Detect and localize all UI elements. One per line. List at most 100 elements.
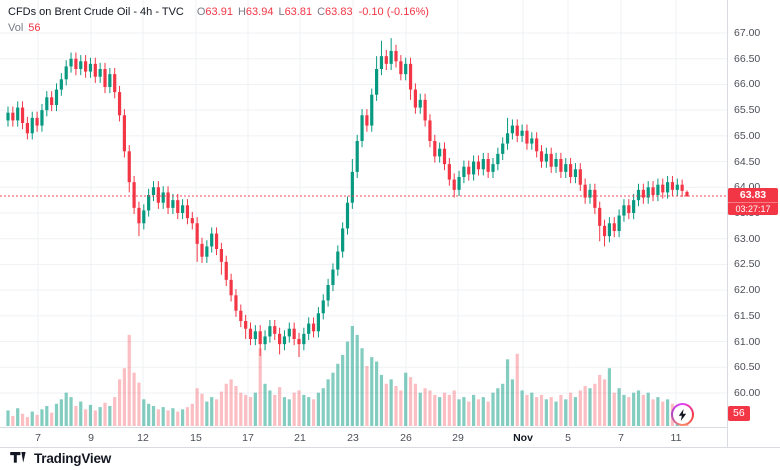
- symbol-title[interactable]: CFDs on Brent Crude Oil - 4h - TVC: [8, 6, 184, 18]
- time-tick-label: 23: [347, 432, 359, 444]
- candle-body: [278, 333, 282, 345]
- candle-body: [142, 210, 146, 224]
- quick-trade-button[interactable]: [671, 403, 694, 426]
- volume-bar: [549, 397, 553, 426]
- volume-bar: [59, 399, 63, 426]
- volume-bar: [641, 394, 645, 426]
- candle-body: [229, 279, 233, 296]
- price-axis[interactable]: 67.0066.5066.0065.5065.0064.5064.0063.50…: [727, 0, 780, 447]
- candle-body: [530, 138, 534, 144]
- candle-body: [632, 200, 636, 213]
- volume-bar: [433, 394, 437, 426]
- last-price-value: 63.83: [739, 189, 767, 201]
- volume-bar: [11, 416, 15, 426]
- candle-body: [316, 313, 320, 332]
- volume-bar: [195, 388, 199, 426]
- candle-body: [559, 159, 563, 172]
- volume-bar: [239, 392, 243, 426]
- candlestick-chart[interactable]: [0, 0, 727, 447]
- volume-bar: [147, 403, 151, 426]
- candle-body: [569, 164, 573, 177]
- volume-bar: [530, 392, 534, 426]
- price-tick-label: 67.00: [734, 27, 761, 39]
- volume-bar: [302, 394, 306, 426]
- time-tick-label: 7: [35, 432, 41, 444]
- candle-body: [418, 99, 422, 108]
- last-price-badge: 63.83 03:27:17: [728, 188, 778, 215]
- candle-body: [40, 110, 44, 126]
- volume-bar: [142, 399, 146, 426]
- volume-bar: [457, 399, 461, 426]
- price-tick-label: 62.50: [734, 258, 761, 271]
- candle-body: [525, 130, 529, 144]
- volume-bar: [171, 408, 175, 426]
- candle-body: [122, 115, 126, 152]
- candle-body: [30, 117, 34, 134]
- price-tick-label: 66.00: [734, 78, 761, 91]
- candle-body: [190, 218, 194, 224]
- price-tick-label: 61.00: [734, 335, 761, 348]
- candle-body: [651, 187, 655, 195]
- volume-bar: [84, 409, 88, 426]
- candle-body: [462, 166, 466, 177]
- volume-bar: [622, 394, 626, 426]
- time-axis[interactable]: 7 9 12 15 17 21 23 26 29 Nov 5 7 11: [0, 427, 727, 448]
- volume-bar: [472, 394, 476, 426]
- candle-body: [636, 189, 641, 201]
- volume-bar: [617, 388, 621, 426]
- volume-bar: [404, 372, 408, 426]
- candle-body: [137, 207, 141, 224]
- candle-body: [617, 215, 621, 231]
- candle-body: [93, 63, 97, 77]
- candle-body: [447, 164, 451, 180]
- tradingview-logo-icon: [10, 452, 26, 463]
- candle-body: [113, 74, 117, 93]
- candle-body: [214, 233, 219, 249]
- candle-body: [350, 171, 354, 203]
- volume-bar: [6, 410, 10, 426]
- candle-body: [210, 233, 214, 247]
- volume-bar: [515, 353, 519, 426]
- volume-value: 56: [28, 22, 41, 34]
- volume-bar: [122, 368, 126, 426]
- volume-bar: [345, 341, 350, 426]
- volume-bar: [462, 397, 466, 426]
- candle-body: [268, 326, 272, 337]
- tradingview-attribution[interactable]: TradingView: [10, 451, 111, 466]
- candle-body: [127, 151, 131, 183]
- volume-bar: [554, 401, 558, 426]
- candle-body: [200, 243, 204, 257]
- candle-body: [598, 207, 602, 226]
- volume-bar: [467, 401, 471, 426]
- candle-body: [588, 189, 592, 198]
- candle-body: [321, 300, 325, 314]
- candle-body: [496, 153, 500, 165]
- volume-bar: [287, 399, 291, 426]
- candle-body: [98, 69, 102, 77]
- candle-body: [181, 205, 185, 213]
- volume-bar: [185, 407, 190, 426]
- time-tick-label: 15: [190, 432, 202, 444]
- candle-body: [11, 112, 15, 121]
- candle-body: [336, 251, 340, 270]
- candle-body: [302, 333, 306, 345]
- candle-body: [438, 148, 442, 157]
- volume-bar: [248, 397, 253, 426]
- candle-body: [341, 228, 345, 252]
- chart-plot-area[interactable]: [0, 0, 727, 447]
- volume-bar: [612, 392, 616, 426]
- volume-bar: [336, 363, 340, 426]
- candle-body: [297, 339, 301, 345]
- volume-bar: [666, 399, 670, 426]
- volume-bar: [544, 399, 548, 426]
- volume-bar: [578, 390, 582, 426]
- candle-body: [166, 192, 170, 208]
- volume-bar: [132, 372, 136, 426]
- low-label: L: [278, 6, 285, 18]
- candle-body: [161, 192, 165, 203]
- volume-bar: [632, 392, 636, 426]
- volume-bar: [389, 379, 393, 426]
- candle-body: [176, 200, 180, 213]
- candle-body: [244, 321, 248, 329]
- candle-body: [258, 331, 262, 345]
